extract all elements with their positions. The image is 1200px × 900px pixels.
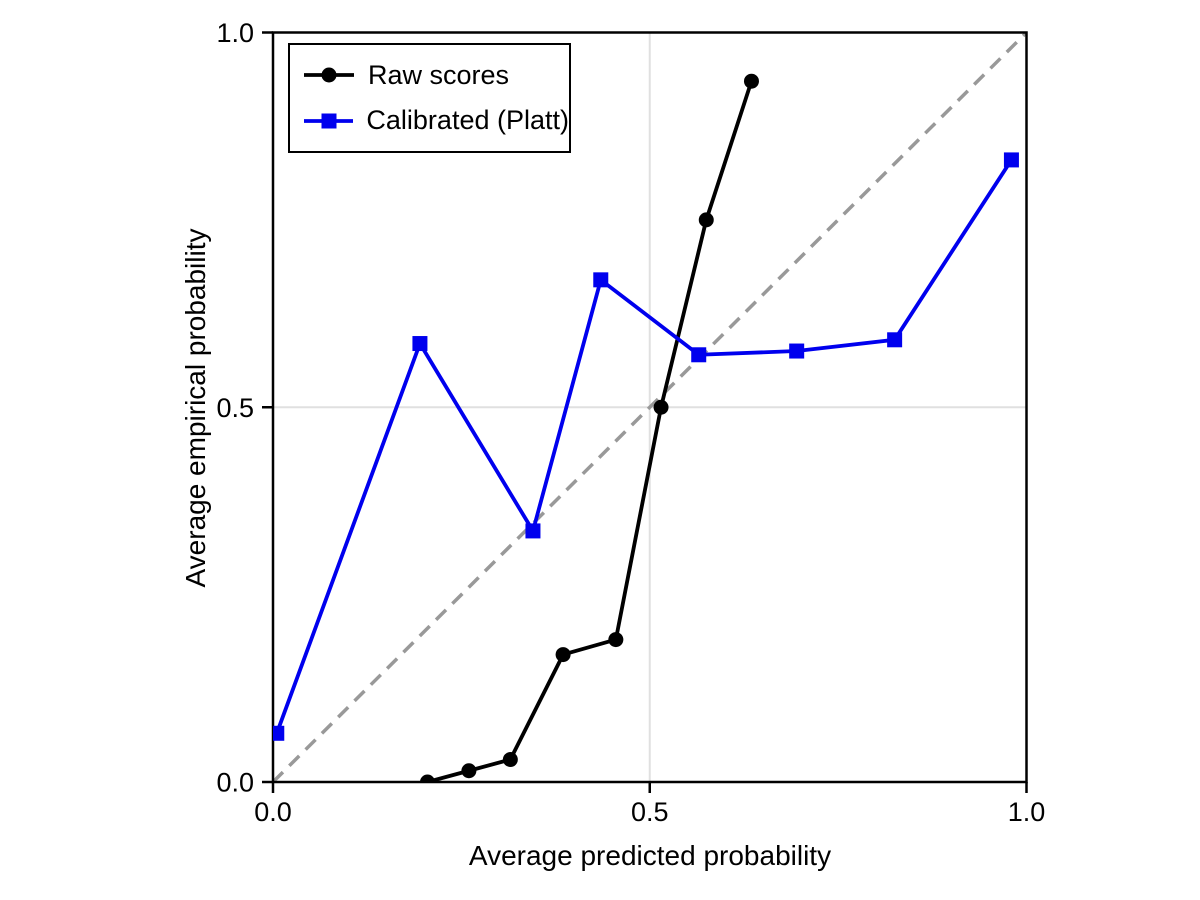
- calibrated-platt-point-7: [1003, 152, 1019, 168]
- calibrated-platt-point-5: [789, 343, 805, 359]
- raw-scores-line: [425, 79, 754, 782]
- calibrated-platt-point-3: [593, 272, 609, 288]
- legend-label-raw-scores: Raw scores: [368, 59, 510, 90]
- legend-item-calibrated-platt: Calibrated (Platt): [303, 105, 569, 136]
- raw-scores-line-circle-icon: [304, 67, 354, 83]
- raw-scores-point-0: [419, 774, 435, 782]
- x-tick-label-1: 0.5: [631, 797, 669, 827]
- x-tick-label-2: 1.0: [1008, 797, 1046, 827]
- calibrated-platt-point-2: [525, 523, 541, 539]
- calibrated-platt-line: [274, 158, 1014, 736]
- raw-scores-point-2: [502, 752, 518, 768]
- raw-scores-point-3: [555, 647, 571, 663]
- series-group: [273, 73, 1019, 782]
- y-axis-label: Average empirical probability: [180, 228, 211, 588]
- raw-scores-point-1: [461, 763, 477, 779]
- calibrated-platt-point-6: [887, 332, 903, 348]
- raw-scores-point-7: [743, 73, 759, 89]
- legend-box: Raw scores Calibrated (Platt): [288, 43, 571, 153]
- raw-scores-point-6: [698, 212, 714, 228]
- y-tick-label-0: 0.0: [216, 768, 254, 798]
- y-tick-label-1: 0.5: [216, 393, 254, 423]
- identity-reference-line: [273, 32, 1027, 782]
- calibrated-platt-point-0: [273, 725, 285, 741]
- legend-label-calibrated-platt: Calibrated (Platt): [366, 105, 569, 136]
- calibrated-platt-point-1: [412, 336, 428, 352]
- raw-scores-point-4: [608, 632, 624, 648]
- x-axis-label: Average predicted probability: [468, 840, 832, 871]
- raw-scores-point-5: [653, 399, 669, 415]
- x-tick-label-0: 0.0: [254, 797, 292, 827]
- legend-item-raw-scores: Raw scores: [303, 60, 569, 91]
- y-tick-label-2: 1.0: [216, 18, 254, 48]
- calibrated-platt-point-4: [691, 347, 707, 363]
- calibrated-line-square-icon: [304, 113, 354, 129]
